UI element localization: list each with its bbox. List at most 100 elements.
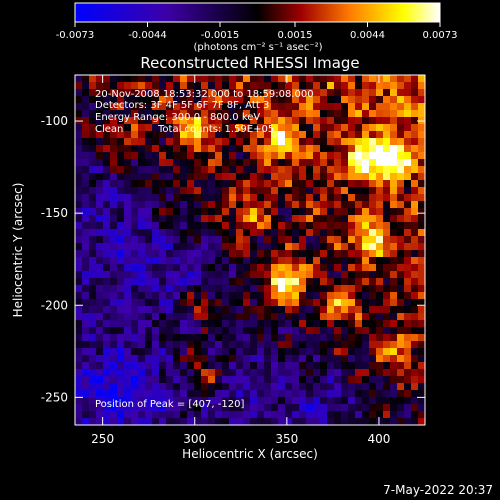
heatmap-cell <box>117 404 125 412</box>
heatmap-cell <box>299 82 307 90</box>
heatmap-cell <box>82 418 90 426</box>
heatmap-cell <box>397 173 405 181</box>
heatmap-cell <box>383 173 391 181</box>
heatmap-cell <box>418 257 426 265</box>
heatmap-cell <box>145 306 153 314</box>
heatmap-cell <box>299 397 307 405</box>
heatmap-cell <box>124 383 132 391</box>
heatmap-cell <box>173 166 181 174</box>
heatmap-cell <box>271 334 279 342</box>
heatmap-cell <box>201 208 209 216</box>
heatmap-cell <box>110 348 118 356</box>
heatmap-cell <box>355 348 363 356</box>
heatmap-cell <box>404 89 412 97</box>
heatmap-cell <box>313 257 321 265</box>
heatmap-cell <box>131 215 139 223</box>
heatmap-cell <box>159 411 167 419</box>
heatmap-cell <box>250 327 258 335</box>
heatmap-cell <box>229 75 237 83</box>
heatmap-cell <box>362 173 370 181</box>
heatmap-cell <box>229 152 237 160</box>
heatmap-cell <box>117 82 125 90</box>
heatmap-cell <box>152 131 160 139</box>
heatmap-cell <box>194 411 202 419</box>
heatmap-cell <box>418 292 426 300</box>
heatmap-cell <box>397 341 405 349</box>
heatmap-cell <box>271 145 279 153</box>
heatmap-cell <box>404 355 412 363</box>
heatmap-cell <box>131 117 139 125</box>
heatmap-cell <box>348 159 356 167</box>
heatmap-cell <box>222 124 230 132</box>
heatmap-cell <box>187 397 195 405</box>
heatmap-cell <box>334 124 342 132</box>
heatmap-cell <box>145 131 153 139</box>
heatmap-cell <box>75 82 83 90</box>
heatmap-cell <box>292 229 300 237</box>
heatmap-cell <box>404 180 412 188</box>
heatmap-cell <box>404 390 412 398</box>
heatmap-cell <box>159 390 167 398</box>
heatmap-cell <box>236 187 244 195</box>
heatmap-cell <box>243 411 251 419</box>
heatmap-cell <box>180 313 188 321</box>
heatmap-cell <box>369 96 377 104</box>
heatmap-cell <box>222 334 230 342</box>
heatmap-cell <box>411 271 419 279</box>
heatmap-cell <box>243 299 251 307</box>
heatmap-cell <box>264 187 272 195</box>
heatmap-cell <box>243 320 251 328</box>
chart-title: Reconstructed RHESSI Image <box>140 54 359 72</box>
heatmap-cell <box>110 215 118 223</box>
heatmap-cell <box>89 278 97 286</box>
heatmap-cell <box>404 138 412 146</box>
heatmap-cell <box>320 264 328 272</box>
heatmap-cell <box>110 313 118 321</box>
heatmap-cell <box>348 348 356 356</box>
heatmap-cell <box>320 180 328 188</box>
heatmap-cell <box>369 285 377 293</box>
heatmap-cell <box>390 89 398 97</box>
heatmap-cell <box>159 222 167 230</box>
heatmap-cell <box>82 173 90 181</box>
heatmap-cell <box>376 173 384 181</box>
y-tick-label: -150 <box>41 206 68 220</box>
heatmap-cell <box>348 96 356 104</box>
heatmap-cell <box>117 166 125 174</box>
heatmap-cell <box>418 299 426 307</box>
heatmap-cell <box>173 404 181 412</box>
heatmap-cell <box>110 131 118 139</box>
heatmap-cell <box>166 299 174 307</box>
heatmap-cell <box>278 348 286 356</box>
heatmap-cell <box>397 187 405 195</box>
heatmap-cell <box>166 327 174 335</box>
heatmap-cell <box>397 194 405 202</box>
heatmap-cell <box>299 334 307 342</box>
heatmap-cell <box>285 236 293 244</box>
heatmap-cell <box>334 334 342 342</box>
heatmap-cell <box>201 103 209 111</box>
heatmap-cell <box>285 362 293 370</box>
heatmap-cell <box>376 243 384 251</box>
heatmap-cell <box>271 138 279 146</box>
heatmap-cell <box>145 152 153 160</box>
heatmap-cell <box>208 131 216 139</box>
heatmap-cell <box>201 320 209 328</box>
colorbar-units: (photons cm⁻² s⁻¹ asec⁻²) <box>193 42 322 53</box>
heatmap-cell <box>187 292 195 300</box>
heatmap-cell <box>264 390 272 398</box>
heatmap-cell <box>285 250 293 258</box>
heatmap-cell <box>369 222 377 230</box>
heatmap-cell <box>278 173 286 181</box>
heatmap-cell <box>313 418 321 426</box>
heatmap-cell <box>404 152 412 160</box>
heatmap-cell <box>292 320 300 328</box>
heatmap-cell <box>327 229 335 237</box>
heatmap-cell <box>264 236 272 244</box>
heatmap-cell <box>117 124 125 132</box>
heatmap-cell <box>222 250 230 258</box>
heatmap-cell <box>271 166 279 174</box>
heatmap-cell <box>306 173 314 181</box>
heatmap-cell <box>194 285 202 293</box>
heatmap-cell <box>89 117 97 125</box>
